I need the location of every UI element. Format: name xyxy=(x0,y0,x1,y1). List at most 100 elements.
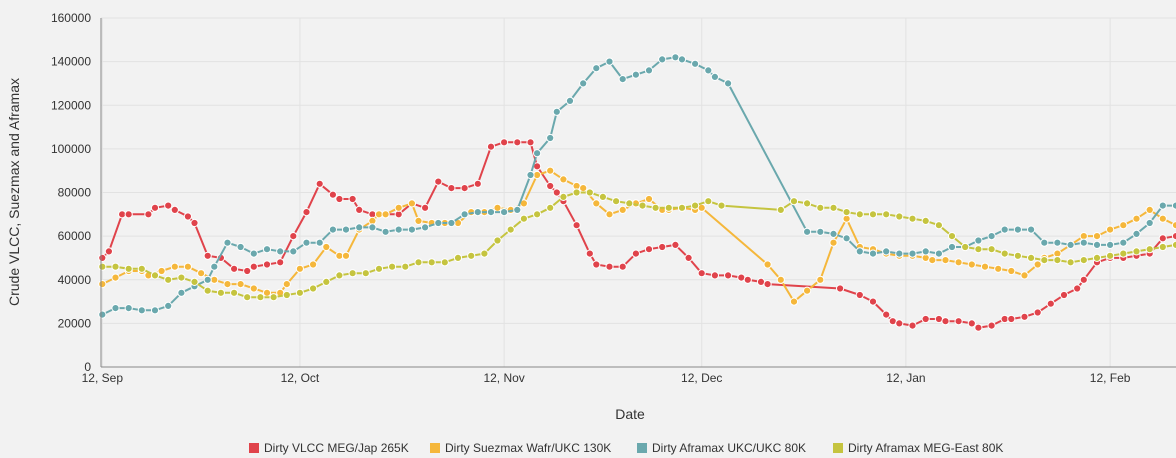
data-point[interactable] xyxy=(124,304,133,313)
data-point[interactable] xyxy=(473,208,482,217)
data-point[interactable] xyxy=(394,225,403,234)
data-point[interactable] xyxy=(486,142,496,151)
data-point[interactable] xyxy=(1066,240,1075,249)
data-point[interactable] xyxy=(789,297,799,306)
data-point[interactable] xyxy=(928,256,937,265)
data-point[interactable] xyxy=(724,271,733,280)
data-point[interactable] xyxy=(302,208,311,217)
data-point[interactable] xyxy=(295,264,304,273)
data-point[interactable] xyxy=(941,256,950,265)
data-point[interactable] xyxy=(1007,314,1016,324)
data-point[interactable] xyxy=(407,199,416,208)
data-point[interactable] xyxy=(974,245,983,254)
data-point[interactable] xyxy=(947,242,957,252)
data-point[interactable] xyxy=(1066,258,1075,267)
data-point[interactable] xyxy=(513,138,522,147)
data-point[interactable] xyxy=(480,249,489,258)
data-point[interactable] xyxy=(921,247,930,256)
data-point[interactable] xyxy=(150,271,160,280)
data-point[interactable] xyxy=(710,72,720,82)
data-point[interactable] xyxy=(434,218,443,228)
data-point[interactable] xyxy=(1132,247,1141,256)
data-point[interactable] xyxy=(289,247,298,256)
data-point[interactable] xyxy=(908,321,917,330)
data-point[interactable] xyxy=(618,75,627,84)
data-point[interactable] xyxy=(111,304,120,313)
data-point[interactable] xyxy=(526,170,535,180)
data-point[interactable] xyxy=(1073,284,1082,293)
data-point[interactable] xyxy=(328,225,337,234)
data-point[interactable] xyxy=(618,262,627,271)
data-point[interactable] xyxy=(447,184,456,193)
data-point[interactable] xyxy=(882,210,891,219)
data-point[interactable] xyxy=(276,247,285,256)
data-point[interactable] xyxy=(210,262,219,271)
data-point[interactable] xyxy=(954,317,963,326)
data-point[interactable] xyxy=(1040,238,1049,247)
data-point[interactable] xyxy=(348,194,357,204)
data-point[interactable] xyxy=(322,277,331,286)
data-point[interactable] xyxy=(533,210,542,219)
data-point[interactable] xyxy=(170,262,179,271)
data-point[interactable] xyxy=(1106,251,1115,260)
data-point[interactable] xyxy=(249,284,258,293)
data-point[interactable] xyxy=(941,317,950,326)
data-point[interactable] xyxy=(453,253,463,262)
data-point[interactable] xyxy=(908,214,917,223)
data-point[interactable] xyxy=(816,275,825,284)
data-point[interactable] xyxy=(203,251,212,260)
data-point[interactable] xyxy=(743,275,752,284)
data-point[interactable] xyxy=(1013,225,1023,234)
data-point[interactable] xyxy=(150,203,160,212)
data-point[interactable] xyxy=(658,242,667,252)
data-point[interactable] xyxy=(414,258,423,267)
data-point[interactable] xyxy=(691,59,700,68)
data-point[interactable] xyxy=(1171,221,1176,230)
data-point[interactable] xyxy=(1106,225,1115,234)
data-point[interactable] xyxy=(341,251,351,260)
data-point[interactable] xyxy=(137,306,146,315)
data-point[interactable] xyxy=(361,269,370,278)
data-point[interactable] xyxy=(658,55,667,64)
data-point[interactable] xyxy=(605,57,614,66)
data-point[interactable] xyxy=(974,236,983,245)
data-point[interactable] xyxy=(704,66,713,75)
data-point[interactable] xyxy=(355,205,364,214)
legend-item[interactable]: Dirty Aframax MEG-East 80K xyxy=(833,441,1003,455)
data-point[interactable] xyxy=(203,275,212,284)
data-point[interactable] xyxy=(855,210,864,219)
data-point[interactable] xyxy=(1092,253,1102,262)
data-point[interactable] xyxy=(124,210,133,219)
data-point[interactable] xyxy=(579,184,588,193)
data-point[interactable] xyxy=(868,249,878,258)
data-point[interactable] xyxy=(710,271,720,280)
data-point[interactable] xyxy=(697,269,706,278)
data-point[interactable] xyxy=(776,275,785,284)
data-point[interactable] xyxy=(1040,256,1049,265)
data-point[interactable] xyxy=(282,280,291,289)
data-point[interactable] xyxy=(394,203,403,212)
data-point[interactable] xyxy=(467,251,476,260)
data-point[interactable] xyxy=(921,314,930,324)
data-point[interactable] xyxy=(427,258,436,267)
data-point[interactable] xyxy=(1171,240,1176,249)
data-point[interactable] xyxy=(677,55,687,64)
data-point[interactable] xyxy=(1027,253,1036,262)
data-point[interactable] xyxy=(934,249,944,258)
data-point[interactable] xyxy=(302,238,311,247)
data-point[interactable] xyxy=(644,245,654,254)
data-point[interactable] xyxy=(500,138,509,147)
data-point[interactable] xyxy=(631,249,641,258)
data-point[interactable] xyxy=(407,225,416,234)
data-point[interactable] xyxy=(1059,290,1069,300)
data-point[interactable] xyxy=(671,53,680,62)
data-point[interactable] xyxy=(295,288,304,297)
data-point[interactable] xyxy=(144,210,153,219)
legend-item[interactable]: Dirty Suezmax Wafr/UKC 130K xyxy=(430,441,611,455)
data-point[interactable] xyxy=(882,247,891,256)
data-point[interactable] xyxy=(592,64,601,73)
data-point[interactable] xyxy=(987,232,996,241)
data-point[interactable] xyxy=(414,216,423,225)
data-point[interactable] xyxy=(921,216,930,225)
data-point[interactable] xyxy=(223,238,232,247)
